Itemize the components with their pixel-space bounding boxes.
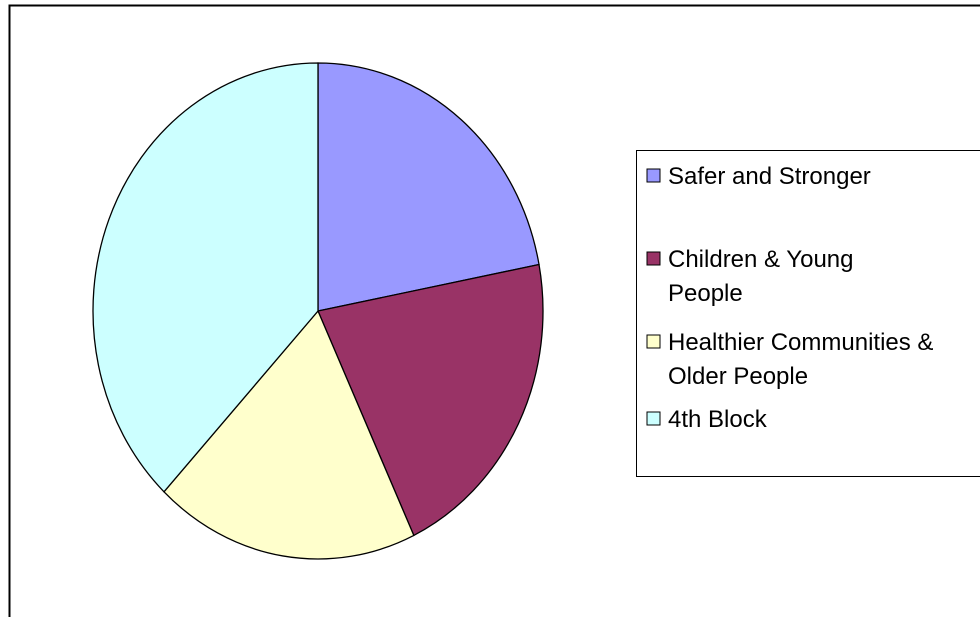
pie <box>92 62 544 560</box>
pie-slice-2 <box>317 263 544 537</box>
legend-box <box>636 150 980 477</box>
legend-label-2: Children & Young People <box>668 246 853 307</box>
legend-swatch-1 <box>646 168 661 183</box>
legend-swatch-4 <box>646 411 661 426</box>
legend-swatch-2 <box>646 251 661 266</box>
pie-slice-1 <box>317 62 540 312</box>
legend-label-1: Safer and Stronger <box>668 163 871 190</box>
legend-swatch-3 <box>646 334 661 349</box>
pie-slice-3 <box>163 309 415 560</box>
legend-label-4: 4th Block <box>668 406 768 433</box>
pie-slice-4 <box>92 62 319 493</box>
legend: Safer and Stronger Children & Young People… <box>636 150 980 477</box>
legend-label-3: Healthier Communities & Older People <box>668 329 933 390</box>
